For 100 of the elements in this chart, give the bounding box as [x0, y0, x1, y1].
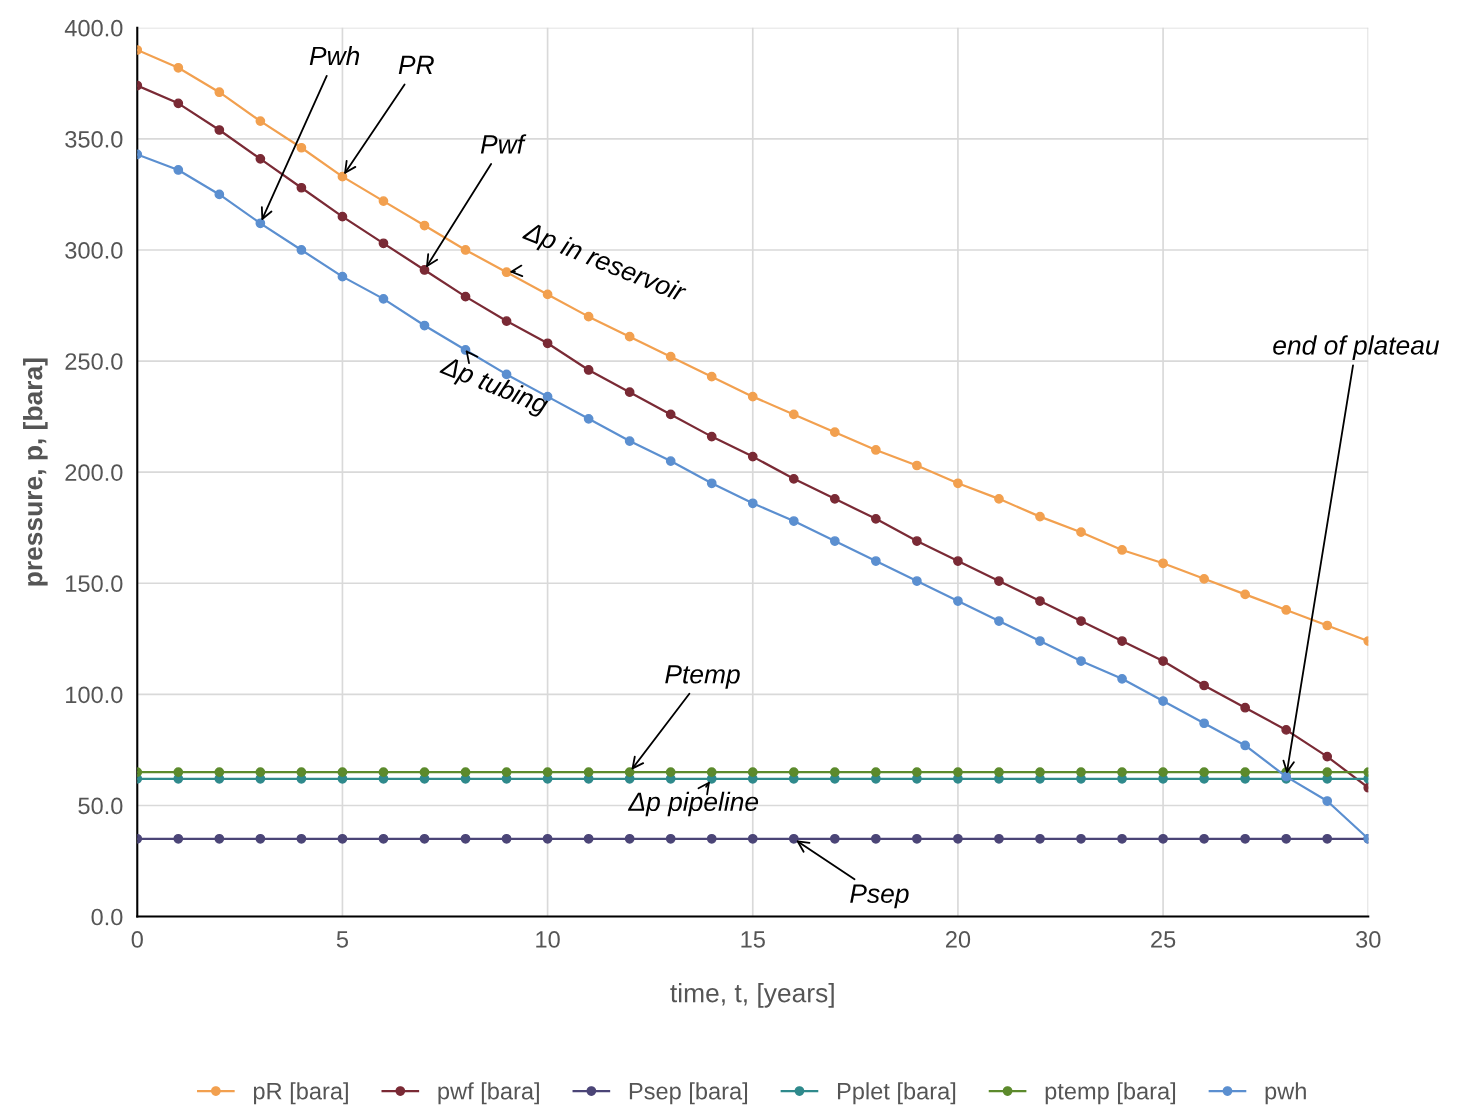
- point: [1035, 636, 1045, 646]
- legend-label: pwf [bara]: [438, 1082, 539, 1105]
- point: [583, 365, 594, 375]
- point: [214, 87, 225, 98]
- point: [460, 767, 471, 778]
- point: [255, 833, 266, 844]
- y-tick-label: 250.0: [65, 353, 123, 370]
- point: [994, 833, 1004, 844]
- point: [788, 767, 799, 778]
- point: [912, 576, 922, 586]
- point: [542, 833, 553, 844]
- point: [747, 767, 758, 778]
- point: [1322, 620, 1333, 631]
- point: [173, 767, 184, 778]
- point: [1076, 767, 1086, 778]
- point: [296, 182, 307, 193]
- point: [912, 460, 922, 471]
- point: [214, 125, 225, 135]
- annotation: Psep: [850, 884, 909, 909]
- point: [1117, 767, 1127, 778]
- point: [788, 473, 799, 484]
- point: [378, 833, 389, 844]
- point: [829, 767, 840, 778]
- point: [1117, 545, 1127, 555]
- point: [829, 427, 840, 438]
- point: [953, 833, 963, 844]
- point: [173, 165, 184, 175]
- point: [665, 833, 676, 844]
- point: [994, 493, 1004, 504]
- point: [337, 833, 348, 844]
- point: [1240, 767, 1251, 778]
- annotation: end of plateau: [1273, 335, 1440, 360]
- annotation: Pwh: [309, 45, 360, 66]
- point: [337, 171, 348, 182]
- point: [665, 456, 676, 466]
- x-tick-label: 15: [741, 931, 765, 948]
- point: [501, 833, 512, 844]
- point: [378, 238, 389, 249]
- point: [1158, 767, 1168, 778]
- point: [501, 267, 512, 278]
- point: [912, 536, 922, 546]
- x-tick-label: 20: [945, 931, 971, 948]
- point: [994, 616, 1004, 626]
- point: [870, 767, 881, 778]
- point: [665, 409, 676, 420]
- point: [624, 767, 635, 778]
- point: [173, 62, 184, 73]
- point: [1076, 616, 1086, 626]
- annotation: PR: [398, 55, 434, 74]
- x-tick-label: 25: [1151, 931, 1176, 948]
- point: [419, 767, 430, 778]
- point: [460, 291, 471, 302]
- x-axis-title: time, t, [years]: [670, 983, 834, 1008]
- point: [1035, 511, 1045, 522]
- point: [665, 351, 676, 362]
- x-tick-label: 30: [1356, 931, 1381, 948]
- point: [870, 445, 881, 455]
- y-tick-label: 300.0: [65, 242, 123, 259]
- point: [624, 436, 635, 446]
- point: [419, 833, 430, 844]
- point: [214, 833, 225, 844]
- point: [912, 833, 922, 844]
- point: [460, 833, 471, 844]
- annotation: Ptemp: [665, 665, 740, 689]
- point: [1281, 605, 1292, 615]
- point: [1076, 833, 1086, 844]
- point: [378, 293, 389, 304]
- point: [788, 516, 799, 526]
- point: [747, 498, 758, 509]
- point: [296, 767, 307, 778]
- point: [501, 316, 512, 326]
- point: [1199, 833, 1209, 844]
- point: [419, 265, 430, 275]
- point: [747, 833, 758, 844]
- point: [747, 391, 758, 402]
- point: [788, 409, 799, 420]
- point: [501, 767, 512, 778]
- y-tick-label: 50.0: [78, 797, 123, 815]
- point: [337, 211, 348, 222]
- point: [870, 833, 881, 844]
- point: [1240, 740, 1251, 751]
- y-tick-label: 0.0: [91, 908, 123, 926]
- point: [214, 189, 225, 200]
- point: [296, 245, 307, 255]
- point: [706, 371, 717, 382]
- point: [624, 387, 635, 398]
- point: [788, 833, 799, 844]
- point: [378, 767, 389, 778]
- point: [706, 431, 717, 442]
- point: [583, 833, 594, 844]
- point: [1322, 796, 1333, 806]
- point: [419, 320, 430, 331]
- y-tick-label: 350.0: [65, 130, 123, 148]
- point: [870, 556, 881, 566]
- point: [665, 767, 676, 778]
- point: [829, 536, 840, 546]
- point: [706, 767, 717, 778]
- point: [912, 767, 922, 778]
- point: [255, 154, 266, 164]
- point: [1199, 767, 1209, 778]
